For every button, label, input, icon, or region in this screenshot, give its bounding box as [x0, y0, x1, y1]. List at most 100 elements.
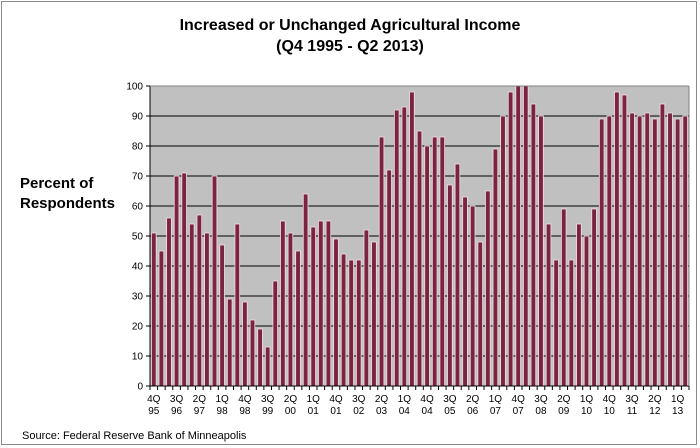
bar [591, 208, 597, 387]
y-tick-label: 0 [137, 382, 143, 393]
x-tick-label-quarter: 3Q [352, 394, 366, 405]
bar [447, 184, 453, 387]
y-tick-label: 80 [132, 142, 144, 153]
x-tick-label-year: 03 [376, 406, 388, 417]
x-tick-label-year: 97 [194, 406, 206, 417]
x-tick-label-year: 08 [535, 406, 547, 417]
x-tick-label-quarter: 3Q [443, 394, 457, 405]
bar [583, 235, 590, 387]
bar [652, 118, 658, 387]
x-tick-label-quarter: 2Q [466, 394, 480, 405]
x-tick-label-year: 06 [467, 406, 479, 417]
bar [280, 220, 286, 387]
x-tick-label-year: 10 [604, 406, 616, 417]
x-tick-label-quarter: 4Q [603, 394, 617, 405]
y-tick-label: 90 [132, 112, 144, 123]
x-tick-label-year: 00 [285, 406, 297, 417]
bar [530, 103, 537, 387]
bar [621, 94, 628, 387]
x-tick-label-quarter: 2Q [557, 394, 571, 405]
y-tick-label: 70 [132, 172, 144, 183]
y-tick-label: 10 [132, 352, 144, 363]
bar [356, 259, 362, 387]
bar [492, 148, 499, 387]
x-tick-label-year: 07 [490, 406, 502, 417]
bar [196, 214, 203, 387]
x-tick-label-quarter: 4Q [238, 394, 252, 405]
x-tick-label-quarter: 4Q [512, 394, 526, 405]
bar [644, 112, 651, 387]
bar [219, 244, 225, 387]
x-tick-label-year: 13 [672, 406, 684, 417]
bar [454, 163, 461, 387]
bar [363, 229, 370, 387]
bar [226, 298, 233, 387]
x-tick-label-quarter: 3Q [170, 394, 184, 405]
bar [264, 346, 271, 387]
bar [439, 136, 446, 387]
bar [614, 91, 620, 387]
bar [636, 115, 643, 387]
x-tick-label-year: 11 [627, 406, 638, 417]
x-tick-label-year: 09 [558, 406, 570, 417]
x-tick-label-year: 01 [330, 406, 342, 417]
bar [598, 118, 605, 387]
bar [431, 136, 438, 387]
x-tick-label-year: 04 [422, 406, 434, 417]
x-tick-label-quarter: 1Q [307, 394, 321, 405]
x-tick-label-year: 99 [262, 406, 274, 417]
bar [674, 118, 681, 387]
x-tick-label-year: 98 [217, 406, 229, 417]
bar [257, 328, 263, 387]
x-tick-label-quarter: 3Q [261, 394, 275, 405]
bar [469, 205, 476, 387]
bar [523, 85, 529, 387]
x-tick-label-quarter: 1Q [489, 394, 503, 405]
y-tick-label: 40 [132, 262, 144, 273]
bar [568, 259, 575, 387]
bar [181, 172, 187, 387]
x-tick-label-quarter: 4Q [329, 394, 343, 405]
bar [538, 115, 544, 387]
x-tick-label-year: 02 [353, 406, 365, 417]
x-tick-label-quarter: 2Q [648, 394, 662, 405]
bar [477, 241, 483, 387]
x-tick-label-quarter: 4Q [147, 394, 161, 405]
bar [409, 91, 415, 387]
x-tick-label-quarter: 1Q [215, 394, 229, 405]
bar [462, 196, 468, 387]
x-tick-label-year: 98 [239, 406, 251, 417]
bar [151, 232, 157, 387]
bar [272, 280, 279, 387]
chart-subtitle: (Q4 1995 - Q2 2013) [276, 38, 424, 55]
bar [682, 115, 688, 387]
x-tick-label-year: 04 [399, 406, 411, 417]
bar [500, 115, 506, 387]
x-tick-label-year: 07 [513, 406, 525, 417]
y-axis-label: Percent of Respondents [20, 175, 116, 212]
bar [386, 169, 392, 387]
bar [507, 91, 514, 387]
y-tick-label: 50 [132, 232, 144, 243]
x-tick-label-quarter: 2Q [193, 394, 207, 405]
bar [545, 223, 552, 387]
bar [234, 223, 241, 387]
x-tick-label-quarter: 2Q [375, 394, 389, 405]
source-note: Source: Federal Reserve Bank of Minneapo… [22, 430, 247, 442]
bar [173, 175, 180, 387]
bar [166, 217, 172, 387]
bar [393, 109, 400, 387]
bar [348, 259, 354, 387]
bar [318, 220, 324, 387]
bar [606, 115, 613, 387]
bar [485, 190, 491, 387]
x-tick-label-year: 05 [444, 406, 456, 417]
bar [340, 253, 347, 387]
chart-title: Increased or Unchanged Agricultural Inco… [179, 17, 521, 34]
bar [424, 145, 430, 387]
bar [416, 130, 423, 387]
y-tick-label: 30 [132, 292, 144, 303]
y-tick-label: 60 [132, 202, 144, 213]
x-tick-label-quarter: 1Q [671, 394, 685, 405]
